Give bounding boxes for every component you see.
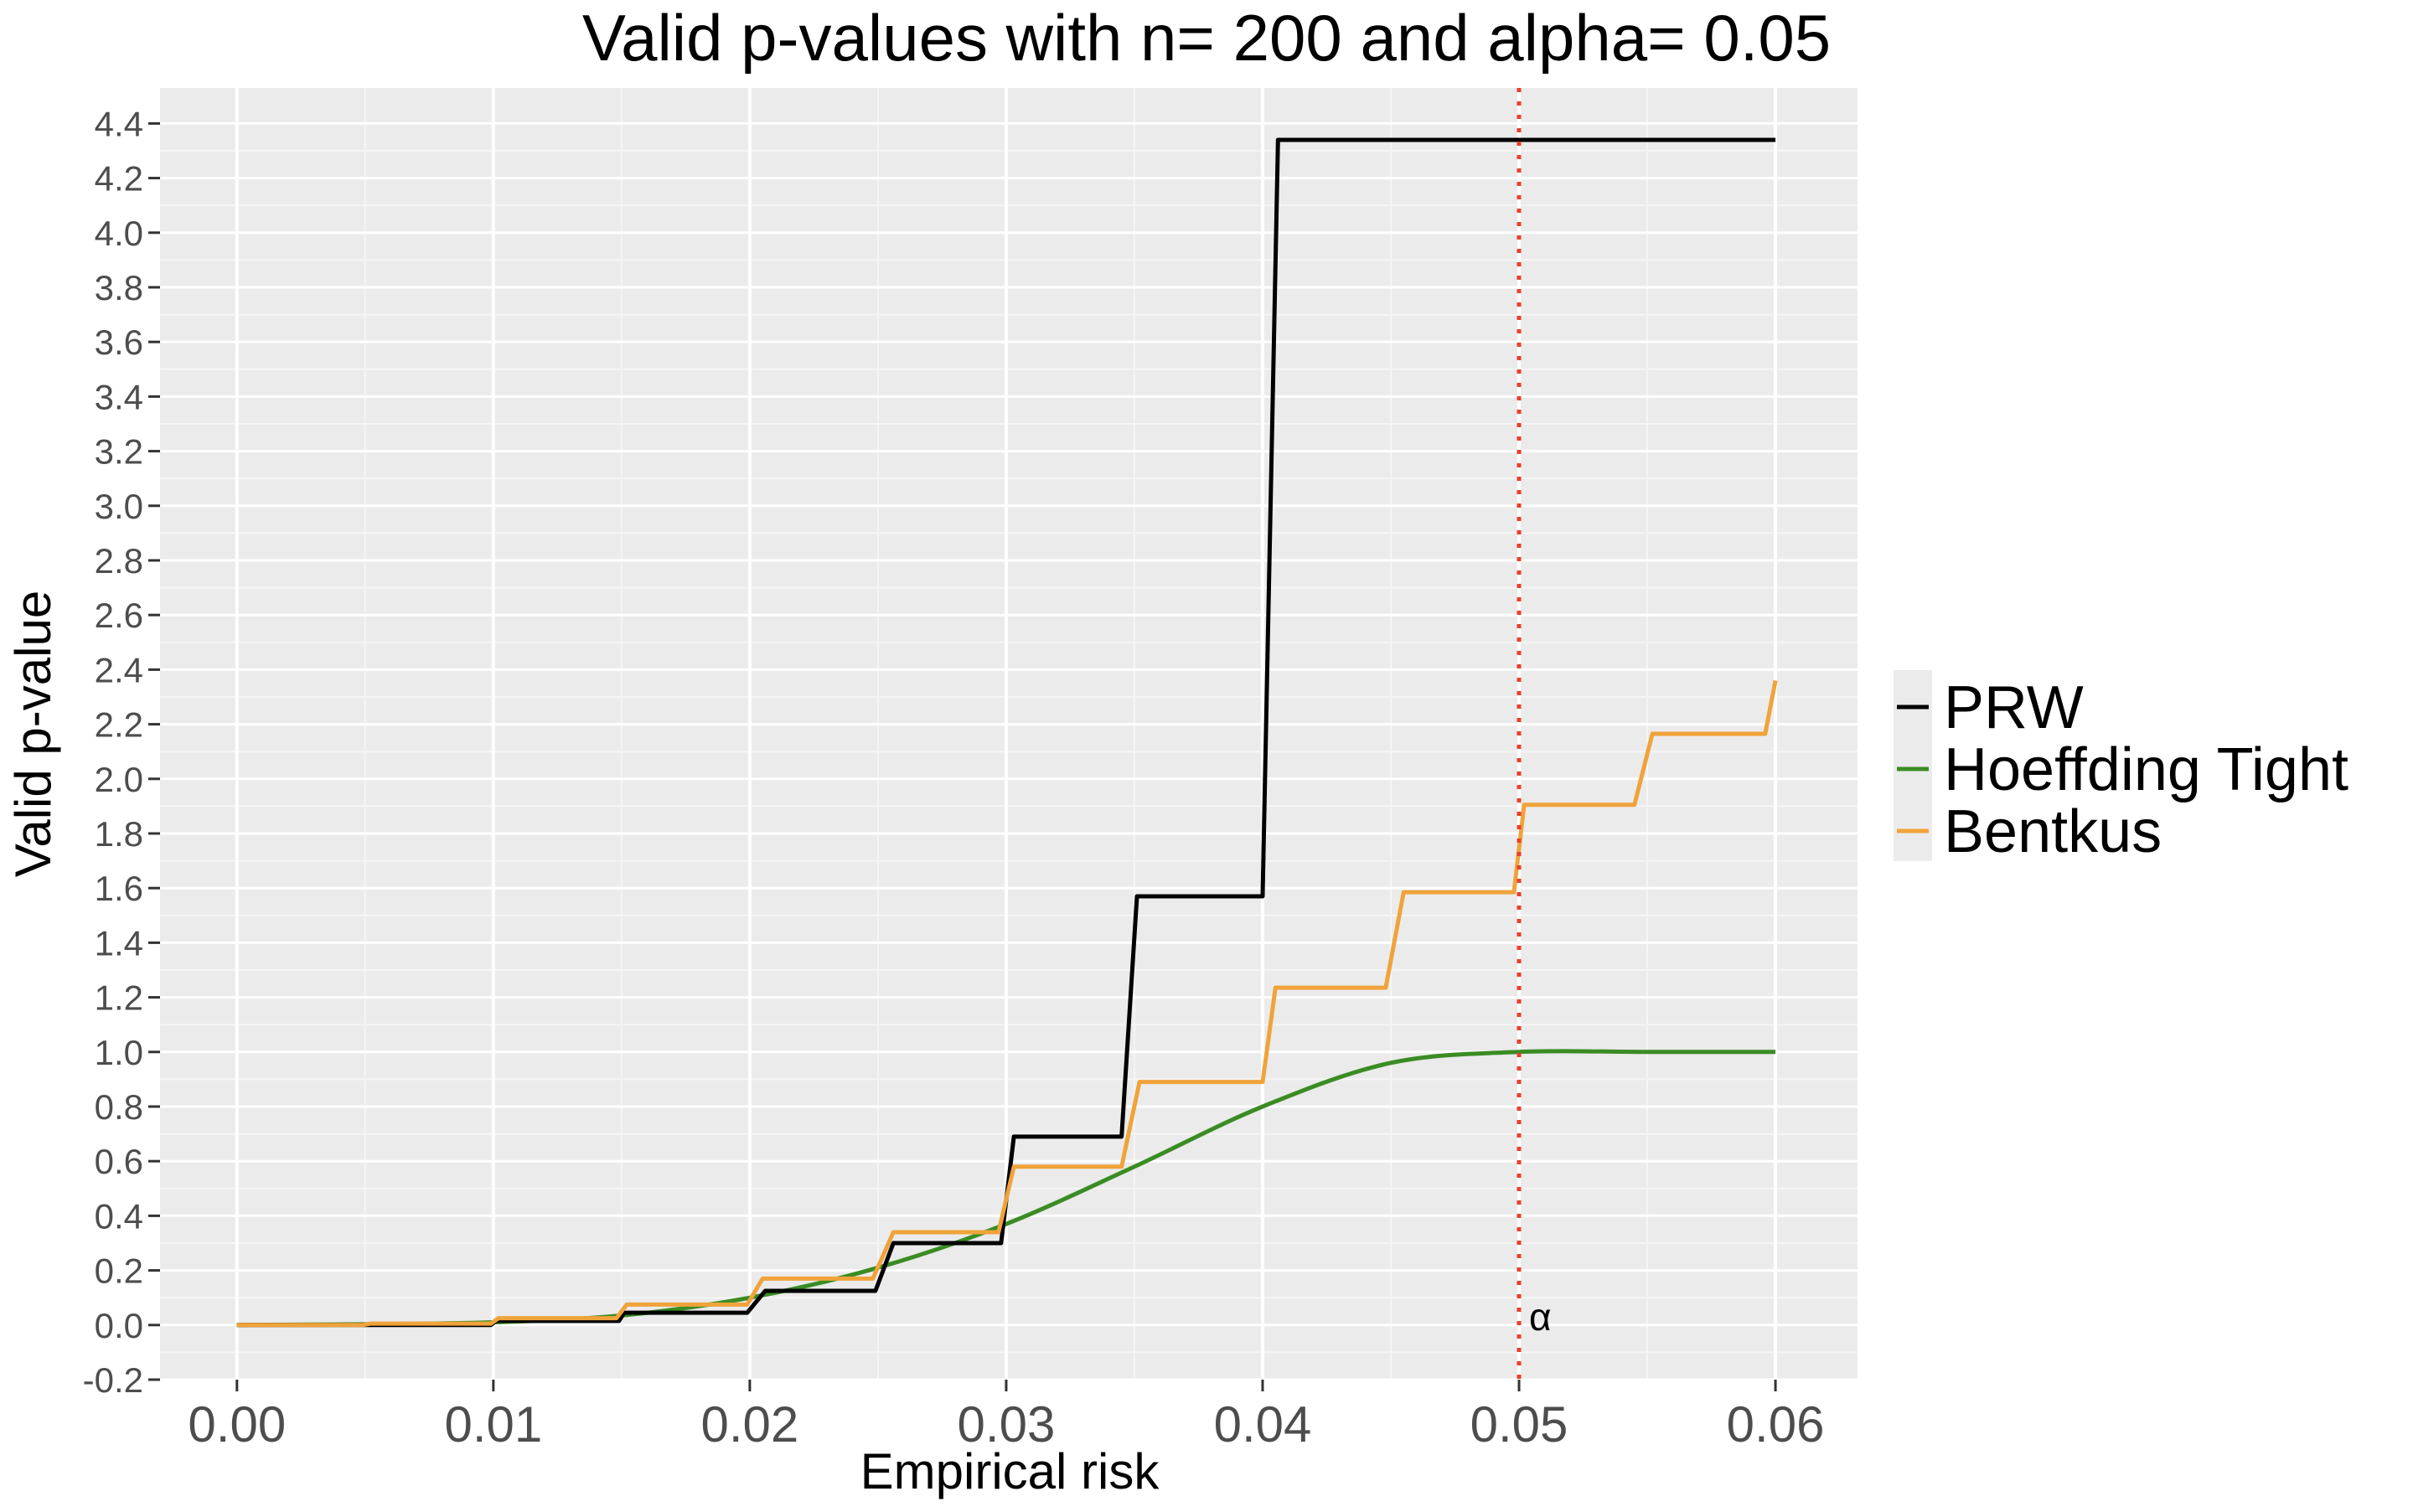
y-axis: -0.2 0.0 0.2 0.4 0.6 0.8 1.0 1.2 1.4 1.6 1.8 2.0 2.2… xyxy=(83,104,160,1400)
alpha-line-layer: α xyxy=(1517,88,1552,1380)
y-tick-label: 3.6 xyxy=(95,323,143,362)
y-tick-label: 2.6 xyxy=(95,596,143,635)
y-tick-label: 4.0 xyxy=(95,214,143,253)
y-tick-label: 3.0 xyxy=(95,487,143,526)
y-tick-label: 2.2 xyxy=(95,705,143,745)
y-tick-label: 1.4 xyxy=(95,923,143,962)
y-tick-label: 1.8 xyxy=(95,814,143,854)
x-tick-label: 0.01 xyxy=(444,1396,542,1453)
x-tick-label: 0.06 xyxy=(1727,1396,1825,1453)
y-tick-label: 0.2 xyxy=(95,1251,143,1291)
y-tick-label: 3.2 xyxy=(95,432,143,472)
y-tick-label: 1.0 xyxy=(95,1033,143,1072)
legend-label-hoeffding-tight: Hoeffding Tight xyxy=(1944,736,2348,803)
y-tick-label: 0.8 xyxy=(95,1087,143,1127)
y-tick-label: 2.4 xyxy=(95,650,143,689)
legend-label-bentkus: Bentkus xyxy=(1944,798,2162,865)
y-tick-label: 0.0 xyxy=(95,1306,143,1345)
series-layer xyxy=(236,137,1778,1328)
y-tick-label: 1.6 xyxy=(95,869,143,908)
x-axis-label: Empirical risk xyxy=(860,1443,1160,1499)
x-tick-label: 0.00 xyxy=(188,1396,286,1453)
legend-label-prw: PRW xyxy=(1944,674,2084,741)
x-axis: 0.00 0.01 0.02 0.03 0.04 0.05 0.06 xyxy=(188,1380,1824,1453)
y-tick-label: -0.2 xyxy=(83,1360,143,1400)
alpha-label: α xyxy=(1529,1295,1552,1339)
y-tick-label: 4.4 xyxy=(95,104,143,143)
series-line-prw xyxy=(236,137,1776,1328)
y-tick-label: 2.8 xyxy=(95,541,143,581)
y-tick-label: 3.8 xyxy=(95,268,143,307)
chart-title: Valid p-values with n= 200 and alpha= 0.… xyxy=(581,1,1832,75)
x-tick-label: 0.02 xyxy=(701,1396,799,1453)
y-tick-label: 4.2 xyxy=(95,159,143,199)
y-tick-label: 1.2 xyxy=(95,978,143,1018)
y-tick-label: 2.0 xyxy=(95,760,143,799)
y-tick-label: 3.4 xyxy=(95,377,143,416)
x-tick-label: 0.05 xyxy=(1470,1396,1568,1453)
y-axis-label: Valid p-value xyxy=(5,591,61,877)
y-tick-label: 0.4 xyxy=(95,1196,143,1236)
y-tick-label: 0.6 xyxy=(95,1142,143,1181)
x-tick-label: 0.04 xyxy=(1214,1396,1312,1453)
x-tick-label: 0.03 xyxy=(958,1396,1056,1453)
series-line-bentkus xyxy=(236,679,1778,1328)
